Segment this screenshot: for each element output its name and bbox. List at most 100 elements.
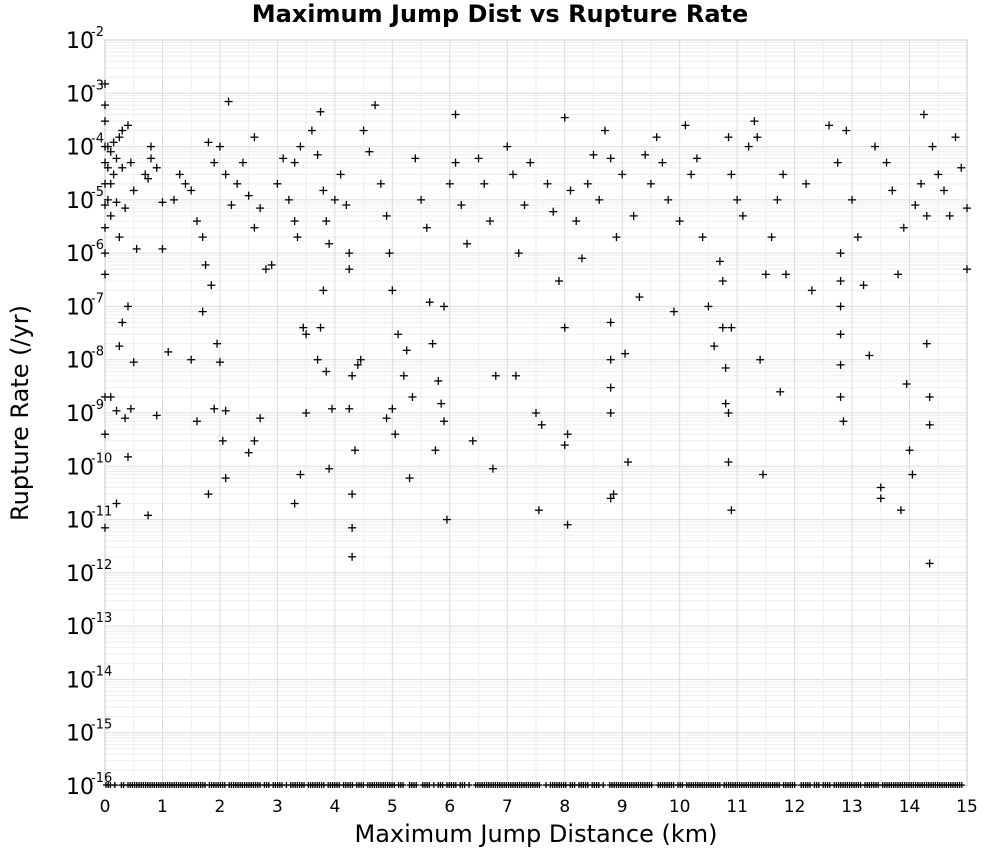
data-point — [431, 446, 439, 454]
y-tick-exponent: -14 — [91, 664, 112, 679]
data-point — [842, 127, 850, 135]
data-point — [279, 154, 287, 162]
data-point — [653, 133, 661, 141]
data-point — [348, 490, 356, 498]
x-tick-label: 3 — [272, 797, 283, 817]
data-point — [923, 212, 931, 220]
data-point — [923, 340, 931, 348]
data-point — [383, 212, 391, 220]
data-point — [658, 159, 666, 167]
data-point — [630, 212, 638, 220]
data-point — [411, 154, 419, 162]
data-point — [222, 474, 230, 482]
y-tick-base: 10 — [66, 509, 94, 534]
data-point — [124, 121, 132, 129]
data-point — [834, 159, 842, 167]
x-tick-label: 6 — [444, 797, 455, 817]
data-point — [348, 553, 356, 561]
y-tick-exponent: -10 — [91, 451, 112, 466]
data-point — [118, 164, 126, 172]
data-point — [475, 154, 483, 162]
data-point — [388, 286, 396, 294]
data-point — [408, 393, 416, 401]
data-point — [371, 101, 379, 109]
data-point — [753, 133, 761, 141]
data-point — [239, 159, 247, 167]
data-point — [512, 372, 520, 380]
data-point — [204, 490, 212, 498]
data-point — [693, 154, 701, 162]
data-point — [618, 170, 626, 178]
data-point — [768, 233, 776, 241]
data-point — [164, 348, 172, 356]
data-point — [388, 405, 396, 413]
chart-title: Maximum Jump Dist vs Rupture Rate — [252, 0, 749, 28]
y-tick-label: 10-4 — [66, 132, 104, 161]
data-point — [719, 277, 727, 285]
y-tick-label: 10-6 — [66, 238, 104, 267]
data-point — [325, 240, 333, 248]
data-point — [492, 372, 500, 380]
data-point — [566, 186, 574, 194]
data-point — [452, 110, 460, 118]
data-point — [268, 261, 276, 269]
data-point — [888, 186, 896, 194]
floor-points — [103, 782, 965, 788]
data-point — [101, 430, 109, 438]
data-point — [722, 400, 730, 408]
x-tick-label: 11 — [726, 797, 748, 817]
y-tick-exponent: -16 — [91, 771, 112, 786]
data-point — [837, 393, 845, 401]
data-point — [291, 159, 299, 167]
data-point — [897, 506, 905, 514]
data-point — [561, 441, 569, 449]
x-axis-label: Maximum Jump Distance (km) — [355, 820, 718, 848]
data-point — [762, 270, 770, 278]
scatter-chart: Maximum Jump Dist vs Rupture Rate Ruptur… — [0, 0, 1000, 850]
data-point — [946, 212, 954, 220]
x-tick-label: 10 — [669, 797, 691, 817]
y-tick-base: 10 — [66, 775, 94, 800]
data-point — [204, 138, 212, 146]
data-point — [917, 180, 925, 188]
data-point — [110, 170, 118, 178]
data-point — [865, 351, 873, 359]
data-point — [101, 117, 109, 125]
data-point — [202, 261, 210, 269]
data-point — [446, 180, 454, 188]
data-point — [647, 180, 655, 188]
x-tick-labels: 0 1 2 3 4 5 6 7 8 9 10 11 12 13 14 15 — [100, 797, 978, 817]
data-point — [348, 372, 356, 380]
data-point — [107, 212, 115, 220]
y-tick-label: 10-8 — [66, 345, 104, 374]
data-point — [423, 224, 431, 232]
data-point — [434, 377, 442, 385]
data-point — [403, 346, 411, 354]
y-tick-base: 10 — [66, 562, 94, 587]
data-point — [687, 170, 695, 178]
y-tick-base: 10 — [66, 189, 94, 214]
data-point — [727, 506, 735, 514]
floor-point — [466, 782, 472, 788]
x-tick-label: 14 — [899, 797, 921, 817]
data-point — [940, 186, 948, 194]
data-point — [526, 159, 534, 167]
data-point — [115, 233, 123, 241]
data-point — [452, 159, 460, 167]
data-point — [394, 330, 402, 338]
y-tick-base: 10 — [66, 615, 94, 640]
y-tick-base: 10 — [66, 242, 94, 267]
y-tick-base: 10 — [66, 82, 94, 107]
data-point — [538, 421, 546, 429]
y-tick-label: 10-5 — [66, 185, 104, 214]
data-point — [101, 101, 109, 109]
data-point — [210, 405, 218, 413]
data-point — [719, 324, 727, 332]
y-tick-base: 10 — [66, 455, 94, 480]
data-point — [210, 159, 218, 167]
data-point — [193, 217, 201, 225]
y-tick-label: 10-7 — [66, 291, 104, 320]
data-point — [291, 500, 299, 508]
data-point — [920, 110, 928, 118]
data-point — [681, 121, 689, 129]
